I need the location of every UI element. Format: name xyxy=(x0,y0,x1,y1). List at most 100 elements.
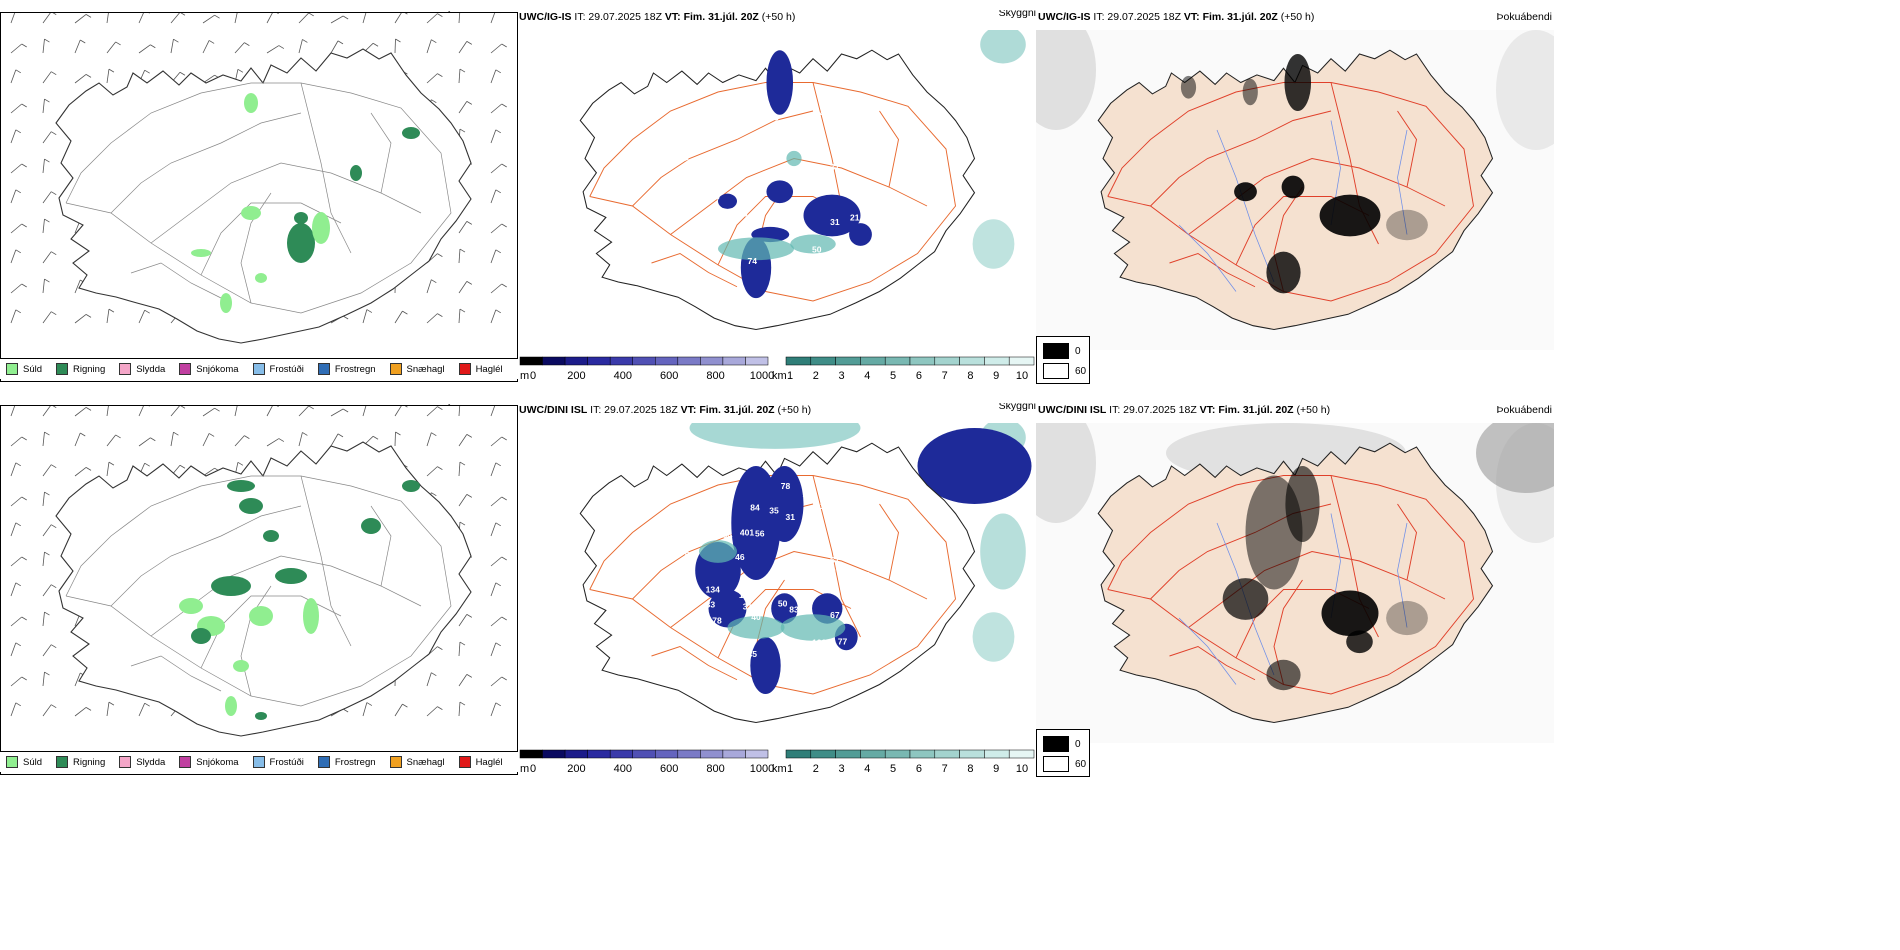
valid-time: Fim. 31.júl. 20Z xyxy=(680,11,759,23)
precip-type-legend: Súld Rigning Slydda Snjókoma Frostúði Frostre… xyxy=(0,751,518,772)
precip-map xyxy=(0,12,518,382)
iceland-coastline xyxy=(579,442,976,724)
legend-item: Snjókoma xyxy=(179,363,239,375)
legend-swatch xyxy=(179,756,192,768)
legend-swatch xyxy=(458,363,471,375)
panel-variable: Þokuábendi xyxy=(1496,404,1552,416)
rigning-area xyxy=(211,576,251,596)
visibility-tick: 4 xyxy=(864,763,870,775)
cloud-base-color-segment xyxy=(587,356,611,366)
sud-area xyxy=(220,293,232,313)
valid-time: Fim. 31.júl. 20Z xyxy=(1215,404,1294,416)
fog-high-area xyxy=(1284,54,1312,112)
visibility-tick: 1 xyxy=(787,763,793,775)
legend-swatch xyxy=(6,756,18,768)
legend-label: Rigning xyxy=(73,756,106,768)
legend-item: Haglél xyxy=(458,756,503,768)
sud-area xyxy=(303,598,319,634)
cloud-base-label: 401 xyxy=(740,527,755,537)
cloud-base-label: 67 xyxy=(830,555,840,565)
panel-variable: Skyggni xyxy=(998,10,1036,19)
rigning-area xyxy=(350,165,362,181)
sud-area xyxy=(244,93,258,113)
fog-area xyxy=(780,614,846,641)
cloud-base-label: 46 xyxy=(735,552,745,562)
fog-gradient xyxy=(1036,423,1096,523)
legend-label: Slydda xyxy=(136,363,166,375)
visibility-color-segment xyxy=(835,356,861,366)
cloud-base-label: 68 xyxy=(675,518,685,528)
valid-time: Fim. 31.júl. 20Z xyxy=(1199,11,1278,23)
legend-label: Haglél xyxy=(475,363,503,375)
cloud-base-tick: 0 xyxy=(530,370,536,382)
fog-band xyxy=(972,219,1015,269)
cloud-base-label: 45 xyxy=(739,197,749,207)
cloud-base-tick: 400 xyxy=(614,763,632,775)
visibility-unit: km xyxy=(772,763,787,775)
cloud-base-label: 74 xyxy=(747,256,757,266)
low-cloud-area xyxy=(718,193,737,209)
cloud-base-color-segment xyxy=(677,749,701,759)
fog-high-area xyxy=(1346,630,1373,654)
fog-map xyxy=(1036,423,1554,743)
cloud-base-color-segment xyxy=(587,749,611,759)
cloud-base-label: 13 xyxy=(769,113,779,123)
cloud-base-label: 50 xyxy=(685,550,695,560)
fog-legend-item: 0 xyxy=(1043,736,1081,752)
legend-swatch xyxy=(56,363,69,375)
cloud-base-label: 21 xyxy=(850,212,860,222)
cloud-base-label: 8 xyxy=(743,208,748,218)
visibility-color-segment xyxy=(984,356,1010,366)
rigning-area xyxy=(287,223,315,263)
model-name: UWC/DINI ISL xyxy=(519,404,588,416)
cloud-base-label: 122 xyxy=(812,638,827,648)
visibility-color-segment xyxy=(860,356,886,366)
visibility-color-segment xyxy=(1008,356,1035,366)
legend-swatch xyxy=(317,363,330,375)
visibility-color-segment xyxy=(984,749,1010,759)
cloud-base-label: 70 xyxy=(842,580,852,590)
fog-legend-label: 0 xyxy=(1075,738,1081,750)
visibility-tick: 3 xyxy=(838,370,844,382)
precip-type-legend: Súld Rigning Slydda Snjókoma Frostúði Frostre… xyxy=(0,358,518,379)
fog-high-area xyxy=(1242,78,1258,106)
cloud-base-color-segment xyxy=(745,356,769,366)
fog-legend-item: 60 xyxy=(1043,756,1086,772)
cloud-base-color-segment xyxy=(542,749,566,759)
cloud-visibility-panel: UWC/DINI ISL IT: 29.07.2025 18Z VT: Fim.… xyxy=(518,403,1036,778)
cloud-base-label: 31 xyxy=(830,217,840,227)
visibility-color-segment xyxy=(785,356,812,366)
visibility-tick: 4 xyxy=(864,370,870,382)
fog-legend-item: 0 xyxy=(1043,343,1081,359)
cloud-base-label: 31 xyxy=(785,512,795,522)
legend-item: Snjókoma xyxy=(179,756,239,768)
fog-map-canvas xyxy=(1036,30,1554,350)
fog-high-area xyxy=(1285,466,1320,542)
cloud-base-label: 56 xyxy=(755,528,765,538)
precip-map xyxy=(0,405,518,775)
cloud-base-label: 41 xyxy=(835,544,845,554)
visibility-tick: 7 xyxy=(942,763,948,775)
precip-type-panel: UWC/DINI ISL IT: 29.07.2025 18Z VT: Fim.… xyxy=(0,403,518,778)
cloud-base-tick: 800 xyxy=(706,763,724,775)
fog-area xyxy=(718,237,794,261)
legend-label: Snjókoma xyxy=(196,756,239,768)
cloud-base-color-segment xyxy=(632,749,656,759)
low-cloud-area xyxy=(766,50,794,115)
cloud-base-unit: m xyxy=(520,763,529,775)
visibility-color-segment xyxy=(810,749,836,759)
low-cloud-area xyxy=(708,589,747,628)
cloud-base-tick: 400 xyxy=(614,370,632,382)
precip-type-panel: UWC/IG-IS IT: 29.07.2025 18Z VT: Fim. 31… xyxy=(0,10,518,385)
rigning-area xyxy=(402,480,420,492)
legend-item: Rigning xyxy=(56,363,105,375)
cloud-base-label: 51 xyxy=(803,489,813,499)
cloud-base-color-segment xyxy=(700,749,724,759)
cloud-base-label: 84 xyxy=(750,503,760,513)
panel-header: UWC/DINI ISL IT: 29.07.2025 18Z VT: Fim.… xyxy=(1038,403,1556,417)
visibility-tick: 3 xyxy=(838,763,844,775)
cloud-base-label: 41 xyxy=(850,605,860,615)
cloud-base-label: 83 xyxy=(789,604,799,614)
legend-label: Súld xyxy=(23,363,43,375)
